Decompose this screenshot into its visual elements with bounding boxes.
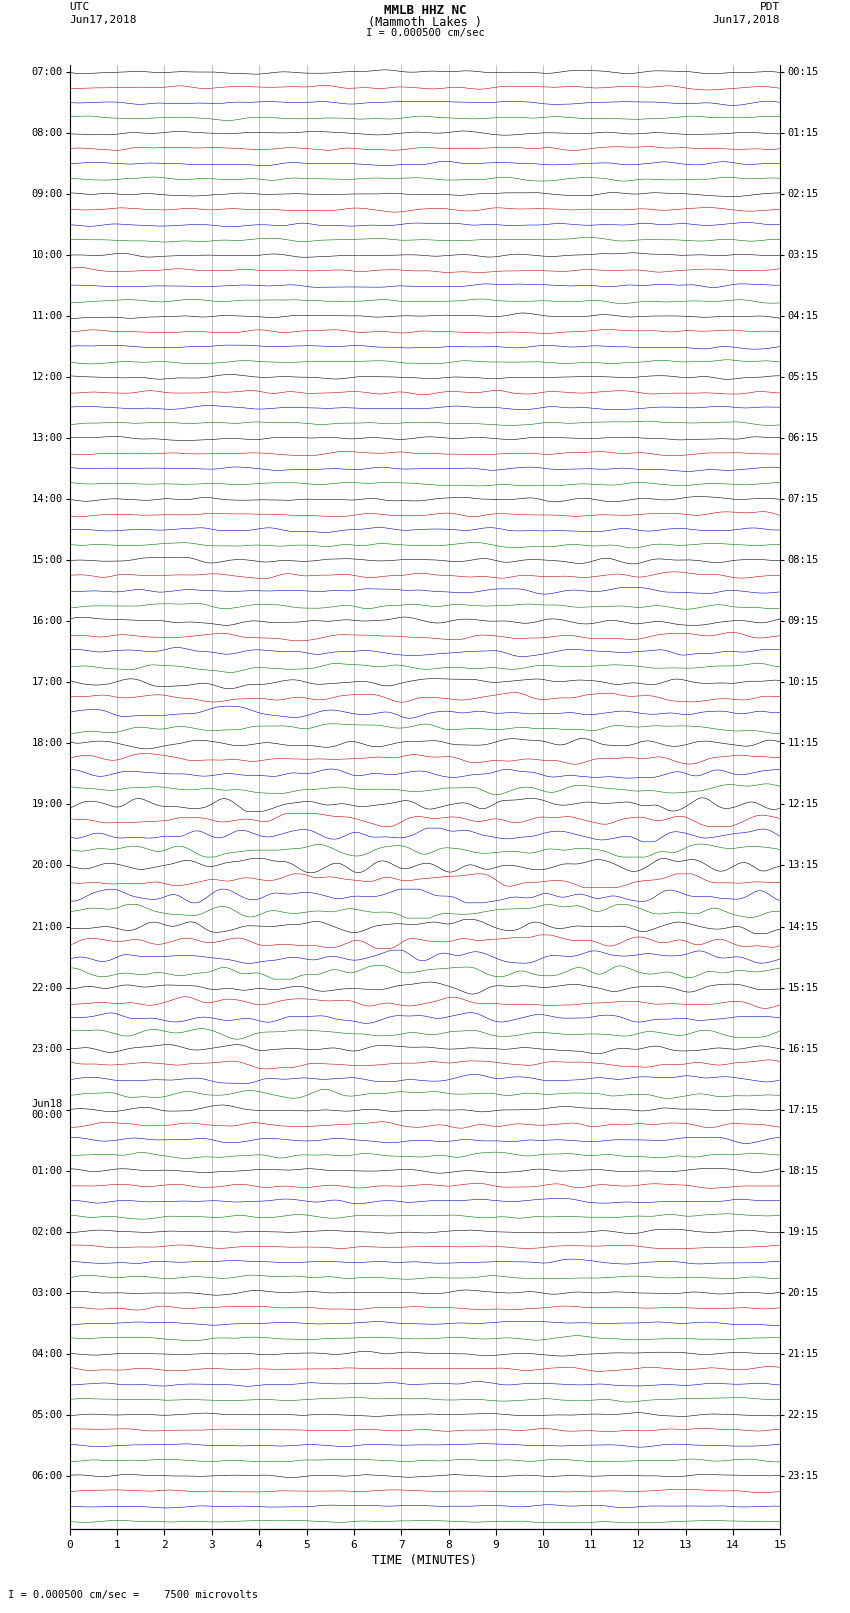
Text: Jun17,2018: Jun17,2018	[713, 15, 780, 24]
Text: Jun17,2018: Jun17,2018	[70, 15, 137, 24]
Text: (Mammoth Lakes ): (Mammoth Lakes )	[368, 16, 482, 29]
Text: I = 0.000500 cm/sec =    7500 microvolts: I = 0.000500 cm/sec = 7500 microvolts	[8, 1590, 258, 1600]
Text: UTC: UTC	[70, 2, 90, 11]
Text: PDT: PDT	[760, 2, 780, 11]
Text: I = 0.000500 cm/sec: I = 0.000500 cm/sec	[366, 29, 484, 39]
Text: MMLB HHZ NC: MMLB HHZ NC	[383, 5, 467, 18]
X-axis label: TIME (MINUTES): TIME (MINUTES)	[372, 1553, 478, 1566]
